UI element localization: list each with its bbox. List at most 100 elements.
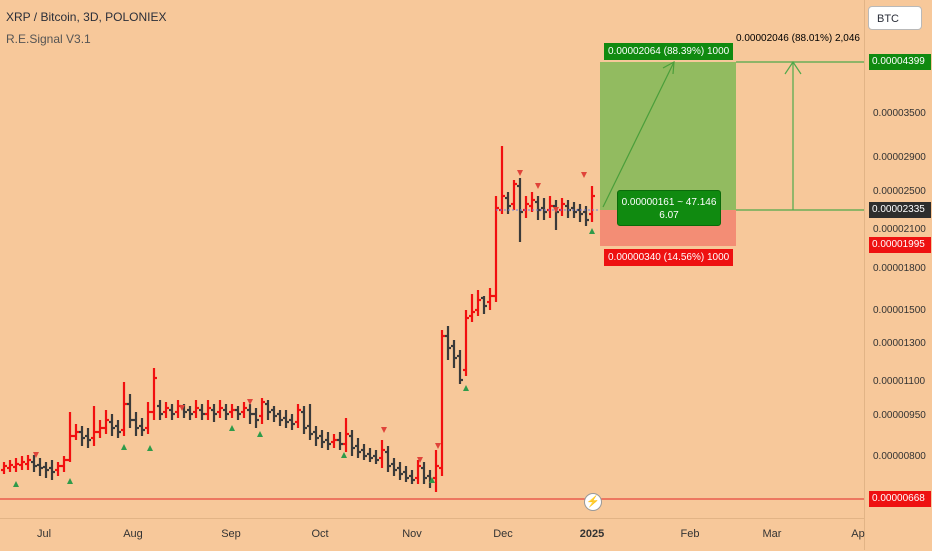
profit-zone[interactable] bbox=[600, 62, 736, 210]
ohlc-bar bbox=[415, 460, 421, 484]
ohlc-bar bbox=[409, 470, 415, 484]
indicator-label[interactable]: R.E.Signal V3.1 bbox=[6, 32, 91, 46]
ohlc-bar bbox=[187, 406, 193, 420]
ohlc-bar bbox=[523, 196, 529, 218]
price-tick: 0.00002900 bbox=[873, 152, 926, 163]
ohlc-bar bbox=[433, 450, 439, 492]
stop-box-label: 0.00000340 (14.56%) 1000 bbox=[604, 249, 734, 266]
price-tick: 0.00001800 bbox=[873, 263, 926, 274]
support-price-label: 0.00000668 bbox=[869, 491, 931, 507]
ohlc-bar bbox=[451, 340, 457, 368]
sell-signal-marker bbox=[553, 207, 559, 213]
price-tick: 0.00002500 bbox=[873, 186, 926, 197]
ohlc-bar bbox=[265, 400, 271, 420]
ohlc-bar bbox=[49, 460, 55, 480]
ohlc-bar bbox=[349, 430, 355, 456]
ohlc-bar bbox=[307, 404, 313, 440]
price-tick: 0.00001300 bbox=[873, 338, 926, 349]
ohlc-bar bbox=[289, 414, 295, 430]
ohlc-bar bbox=[319, 430, 325, 448]
ohlc-bar bbox=[193, 400, 199, 418]
sell-signal-marker bbox=[581, 172, 587, 178]
lightning-icon[interactable]: ⚡ bbox=[584, 493, 602, 511]
ohlc-bar bbox=[403, 466, 409, 482]
buy-signal-marker bbox=[13, 481, 19, 487]
ohlc-bar bbox=[43, 462, 49, 478]
buy-signal-marker bbox=[463, 385, 469, 391]
buy-signal-marker bbox=[67, 478, 73, 484]
measure-label: 0.00002046 (88.01%) 2,046 bbox=[736, 33, 860, 44]
ohlc-bar bbox=[361, 444, 367, 460]
ohlc-bar bbox=[19, 456, 25, 470]
ohlc-bar bbox=[229, 404, 235, 418]
price-tick: 0.00002100 bbox=[873, 224, 926, 235]
ohlc-bar bbox=[85, 428, 91, 448]
ohlc-bar bbox=[37, 458, 43, 476]
buy-signal-marker bbox=[429, 477, 435, 483]
ohlc-bar bbox=[211, 404, 217, 422]
time-tick: Jul bbox=[36, 528, 52, 540]
ohlc-bar bbox=[253, 408, 259, 428]
ohlc-bar bbox=[325, 432, 331, 450]
ohlc-bar bbox=[163, 402, 169, 418]
ohlc-bar bbox=[127, 394, 133, 428]
ohlc-bar bbox=[97, 420, 103, 438]
price-tick: 0.00000800 bbox=[873, 451, 926, 462]
profit-label: 0.00002064 (88.39%) 1000 bbox=[604, 43, 734, 60]
price-chart[interactable] bbox=[0, 0, 864, 518]
ohlc-bar bbox=[367, 448, 373, 462]
ohlc-bar bbox=[175, 400, 181, 418]
time-axis[interactable] bbox=[0, 518, 864, 551]
time-tick: Dec bbox=[493, 528, 513, 540]
projection-arrowhead bbox=[662, 60, 675, 75]
ohlc-bar bbox=[217, 400, 223, 418]
ohlc-bar bbox=[481, 296, 487, 314]
ohlc-bar bbox=[259, 398, 265, 424]
ohlc-bar bbox=[139, 418, 145, 436]
entry-info-line2: 6.07 bbox=[659, 210, 679, 221]
price-tick: 0.00001500 bbox=[873, 305, 926, 316]
ohlc-bar bbox=[355, 438, 361, 458]
ohlc-bar bbox=[205, 400, 211, 420]
time-tick: Ap bbox=[851, 528, 865, 540]
ohlc-bar bbox=[469, 294, 475, 322]
ohlc-bar bbox=[577, 204, 583, 222]
ohlc-bar bbox=[79, 426, 85, 446]
ohlc-bar bbox=[343, 418, 349, 452]
current-price-label: 0.00002335 bbox=[869, 202, 931, 218]
ohlc-bar bbox=[295, 404, 301, 428]
entry-info-line1: 0.00000161 ~ 47.146 bbox=[621, 197, 717, 208]
ohlc-bar bbox=[151, 368, 157, 420]
ohlc-bar bbox=[505, 192, 511, 214]
time-tick: Oct bbox=[311, 528, 329, 540]
ohlc-bar bbox=[31, 455, 37, 472]
time-tick: Sep bbox=[221, 528, 241, 540]
ohlc-bar bbox=[589, 186, 595, 222]
ohlc-bar bbox=[301, 406, 307, 434]
ohlc-bar bbox=[475, 290, 481, 316]
currency-button[interactable]: BTC bbox=[868, 6, 922, 30]
ohlc-bar bbox=[391, 458, 397, 476]
time-tick: Mar bbox=[762, 528, 782, 540]
sell-signal-marker bbox=[247, 399, 253, 405]
ohlc-bar bbox=[541, 198, 547, 220]
ohlc-bar bbox=[397, 462, 403, 480]
ohlc-bar bbox=[487, 288, 493, 310]
ohlc-bar bbox=[283, 410, 289, 428]
measure-arrowhead bbox=[784, 60, 802, 75]
price-tick: 0.00003500 bbox=[873, 108, 926, 119]
ohlc-bar bbox=[373, 450, 379, 464]
ohlc-bar bbox=[67, 412, 73, 462]
ohlc-bar bbox=[169, 404, 175, 420]
ohlc-bar bbox=[553, 200, 559, 230]
chart-area[interactable]: XRP / Bitcoin, 3D, POLONIEX R.E.Signal V… bbox=[0, 0, 864, 518]
stop-price-label: 0.00001995 bbox=[869, 237, 931, 253]
buy-signal-marker bbox=[257, 431, 263, 437]
ohlc-bar bbox=[337, 432, 343, 450]
price-axis[interactable] bbox=[864, 0, 932, 550]
ohlc-bar bbox=[313, 426, 319, 446]
ohlc-bar bbox=[385, 446, 391, 472]
chart-title: XRP / Bitcoin, 3D, POLONIEX bbox=[6, 10, 167, 24]
sell-signal-marker bbox=[417, 457, 423, 463]
ohlc-bar bbox=[133, 412, 139, 436]
